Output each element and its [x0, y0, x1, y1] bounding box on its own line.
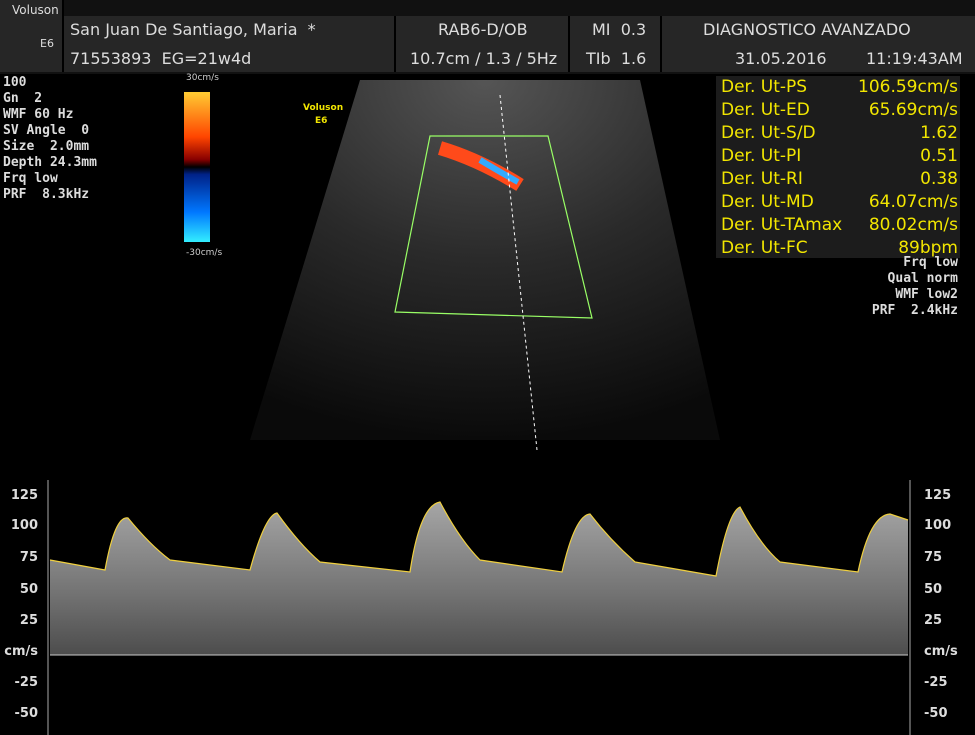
scale-label-right: cm/s [924, 644, 958, 659]
patient-cell [64, 16, 396, 72]
header-bar: Voluson E6 San Juan De Santiago, Maria * 71… [0, 0, 975, 74]
color-box [394, 135, 593, 319]
settings: 10.7cm / 1.3 / 5Hz [410, 49, 558, 68]
measurement-label: Der. Ut-S/D [721, 123, 816, 143]
measurement-label: Der. Ut-MD [721, 192, 814, 212]
image-label: E6 [315, 116, 328, 126]
scale-label-left: cm/s [4, 644, 38, 659]
measurement-value: 0.38 [920, 169, 958, 189]
scale-label-right: -25 [924, 675, 948, 690]
tib: TIb 1.6 [586, 49, 647, 68]
right-param: Qual norm [887, 271, 958, 286]
left-param: Gn 2 [3, 91, 43, 106]
scale-label-left: -50 [14, 706, 39, 721]
measurement-value: 0.51 [920, 146, 958, 166]
scale-label-left: 50 [19, 582, 38, 597]
scale-label-left: 25 [19, 613, 38, 628]
scale-label-right: 125 [924, 488, 952, 503]
measurement-label: Der. Ut-PS [721, 77, 808, 97]
probe-cell [396, 16, 570, 72]
scale-label-left: 100 [10, 518, 38, 533]
patient-id: 71553893 EG=21w4d [70, 49, 252, 68]
measurement-label: Der. Ut-FC [721, 238, 808, 258]
right-param: Frq low [903, 255, 958, 270]
time: 11:19:43AM [866, 49, 963, 68]
left-param: WMF 60 Hz [3, 107, 74, 122]
scale-label-right: 75 [924, 550, 943, 565]
exam-cell [662, 16, 975, 72]
scale-label-right: 25 [924, 613, 943, 628]
right-param: PRF 2.4kHz [871, 303, 958, 318]
measurement-value: 64.07cm/s [868, 192, 958, 212]
color-flow [478, 157, 520, 185]
scale-label-left: 125 [10, 488, 38, 503]
b-mode-image [250, 80, 720, 440]
left-param: Depth 24.3mm [3, 155, 97, 170]
measurement-label: Der. Ut-ED [721, 100, 810, 120]
measurement-value: 1.62 [920, 123, 958, 143]
measurement-value: 89bpm [898, 238, 958, 258]
measurement-value: 106.59cm/s [858, 77, 958, 97]
color-scale-bottom: -30cm/s [186, 248, 223, 258]
scale-label-right: 100 [924, 518, 952, 533]
measurement-label: Der. Ut-PI [721, 146, 802, 166]
scale-label-left: 75 [19, 550, 38, 565]
left-param: PRF 8.3kHz [3, 187, 90, 202]
left-param: Size 2.0mm [3, 139, 90, 154]
measurement-panel: Der. Ut-PS 106.59cm/s Der. Ut-ED 65.69cm/s D… [716, 76, 960, 258]
measurement-label: Der. Ut-RI [721, 169, 803, 189]
patient-name: San Juan De Santiago, Maria * [70, 20, 316, 39]
doppler-envelope [49, 501, 909, 577]
color-scale-bar [184, 92, 210, 242]
color-scale-top: 30cm/s [186, 73, 219, 83]
scale-label-right: 50 [924, 582, 943, 597]
scale-label-left: -25 [14, 675, 39, 690]
probe: RAB6-D/OB [438, 20, 528, 39]
model: E6 [40, 37, 54, 50]
measurement-value: 65.69cm/s [868, 100, 958, 120]
scale-label-right: -50 [924, 706, 948, 721]
index-cell [570, 16, 662, 72]
measurement-label: Der. Ut-TAmax [721, 215, 843, 235]
left-param: 100 [3, 75, 27, 90]
measurement-value: 80.02cm/s [868, 215, 958, 235]
brand: Voluson [12, 3, 59, 17]
mi: MI 0.3 [592, 20, 647, 39]
left-param: Frq low [3, 171, 58, 186]
logo-cell [0, 0, 64, 72]
date: 31.05.2016 [735, 49, 827, 68]
image-label: Voluson [303, 103, 344, 113]
right-param: WMF low2 [895, 287, 958, 302]
exam: DIAGNOSTICO AVANZADO [703, 20, 911, 39]
doppler-spectrum [50, 502, 908, 655]
left-param: SV Angle 0 [3, 123, 90, 138]
